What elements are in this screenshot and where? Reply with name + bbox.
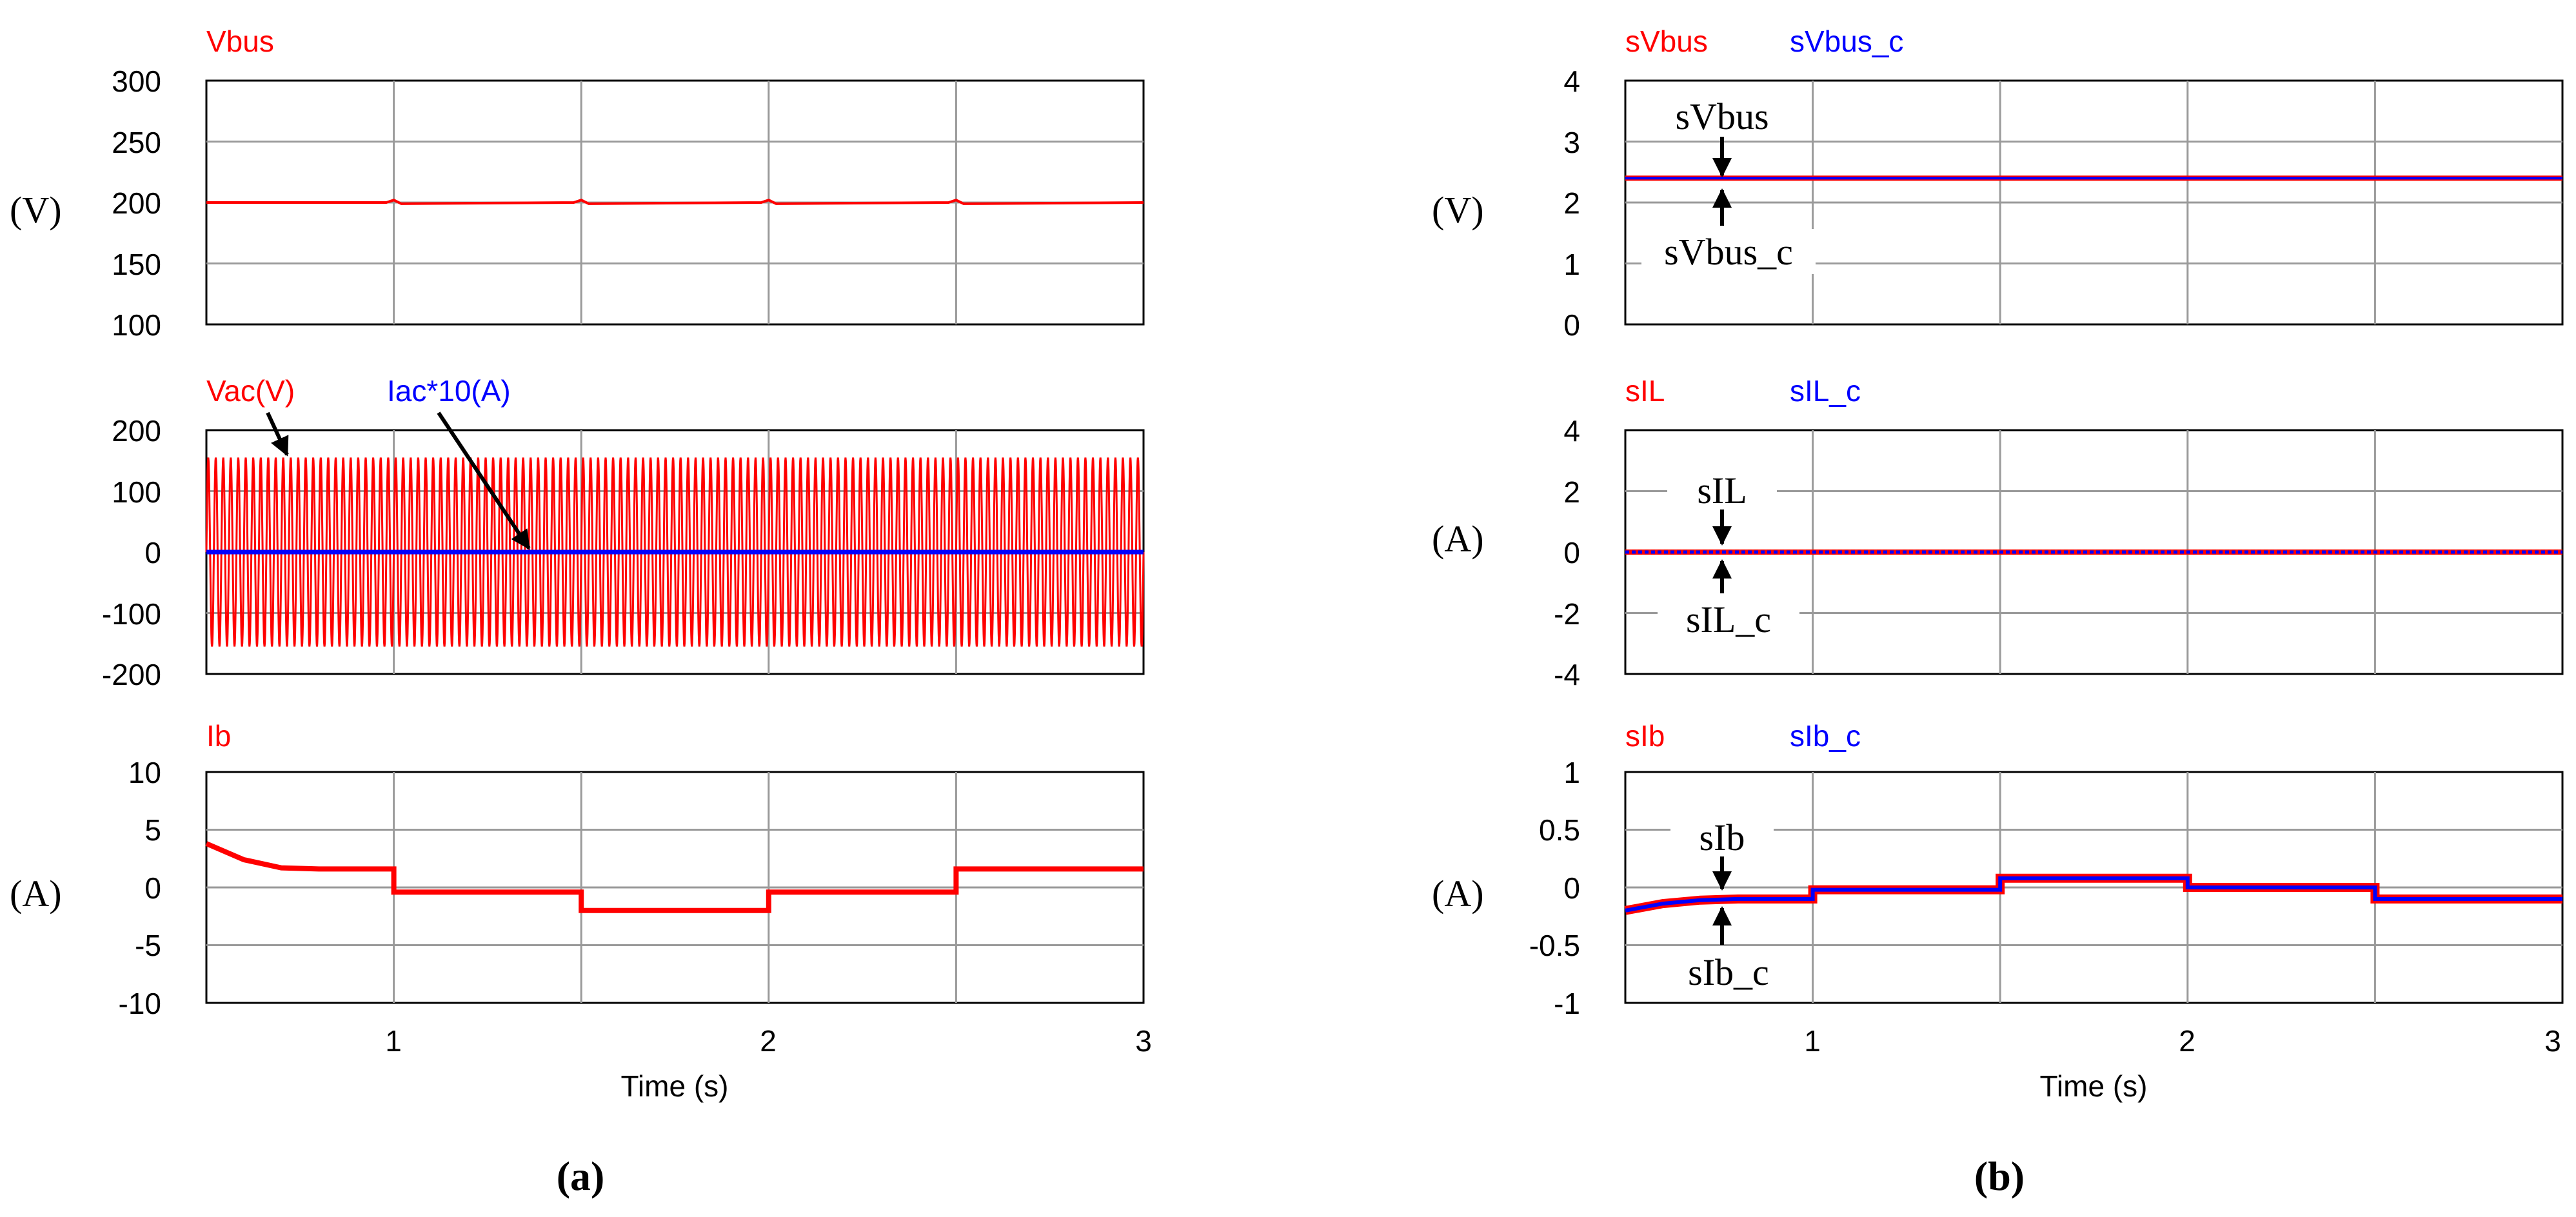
y-tick-label: 0.5	[1539, 813, 1580, 847]
y-axis-label: (V)	[1432, 189, 1484, 231]
y-tick-label: -200	[102, 658, 161, 691]
y-tick-label: 250	[112, 126, 161, 159]
y-tick-label: 0	[1563, 308, 1580, 342]
y-tick-label: 0	[1563, 536, 1580, 569]
annotation-label-sib-c: sIb_c	[1688, 951, 1769, 993]
y-tick-label: 5	[144, 813, 161, 847]
y-tick-label: 3	[1563, 126, 1580, 159]
annotation-arrow-vac	[266, 411, 289, 457]
annotation-label-svbus: sVbus	[1675, 95, 1769, 137]
x-tick-label: 3	[2544, 1024, 2561, 1058]
legend-label-vbus: Vbus	[206, 25, 274, 58]
annotation-label-sil: sIL	[1697, 470, 1747, 511]
y-axis-label: (A)	[1432, 873, 1484, 915]
grid	[206, 772, 1144, 1003]
chart-b-3: sIb sIb_c (A) 1 0.5 0 -0.5 -1 1 2 3 Time…	[1432, 719, 2564, 1103]
y-tick-label: 2	[1563, 186, 1580, 220]
y-tick-label: -0.5	[1529, 929, 1580, 962]
annotation-label-bg	[1648, 90, 1796, 135]
annotation-label-bg	[1658, 597, 1799, 642]
chart-a-1: Vbus (V) 300 250 200 150 100	[10, 25, 1145, 342]
y-tick-label: 300	[112, 64, 161, 98]
chart-b-2: sIL sIL_c (A) 4 2 0 -2 -4 sIL sIL_c	[1432, 374, 2564, 691]
x-axis-label: Time (s)	[621, 1069, 729, 1103]
annotation-label-bg	[1670, 811, 1774, 856]
y-axis-label: (V)	[10, 189, 62, 231]
annotation-label-svbus-c: sVbus_c	[1664, 231, 1793, 273]
annotation-label-sil-c: sIL_c	[1686, 599, 1771, 640]
annotation-label-bg	[1641, 229, 1816, 274]
annotation-arrow-iac	[437, 411, 531, 550]
y-tick-label: 100	[112, 475, 161, 509]
legend-label-svbus-c: sVbus_c	[1790, 25, 1903, 58]
y-tick-label: -1	[1554, 987, 1580, 1020]
annotation-label-sib: sIb	[1699, 816, 1745, 858]
annotation-label-bg	[1667, 464, 1777, 510]
y-tick-label: -4	[1554, 658, 1580, 691]
legend-label-sil-c: sIL_c	[1790, 374, 1861, 408]
y-tick-label: 2	[1563, 475, 1580, 509]
series-ib-line	[205, 841, 1144, 913]
y-tick-label: 100	[112, 308, 161, 342]
subfigure-label-a: (a)	[557, 1153, 605, 1199]
x-tick-label: 1	[1804, 1024, 1821, 1058]
y-tick-label: 1	[1563, 248, 1580, 281]
series-sib-line	[1624, 873, 2562, 915]
y-tick-label: 4	[1563, 64, 1580, 98]
legend-label-iac: Iac*10(A)	[387, 374, 511, 408]
y-tick-label: 200	[112, 186, 161, 220]
y-tick-label: -100	[102, 597, 161, 631]
y-tick-label: 1	[1563, 756, 1580, 789]
chart-a-3: Ib (A) 10 5 0 -5 -10 1 2 3 Time (s)	[10, 719, 1152, 1103]
x-tick-label: 2	[2179, 1024, 2195, 1058]
y-tick-label: 10	[128, 756, 161, 789]
annotation-label-bg	[1661, 948, 1796, 993]
y-axis-label: (A)	[10, 873, 62, 915]
y-tick-label: -5	[135, 929, 161, 962]
y-tick-label: 4	[1563, 414, 1580, 448]
legend-label-ib: Ib	[206, 719, 231, 753]
chart-b-1: sVbus sVbus_c (V) 4 3 2 1 0 sVbus sVbus_…	[1432, 25, 2564, 342]
chart-a-2: Vac(V) Iac*10(A) 200 100 0 -100 -200	[102, 374, 1145, 691]
legend-label-sil: sIL	[1625, 374, 1665, 408]
y-tick-label: -10	[119, 987, 161, 1020]
legend-label-sib-c: sIb_c	[1790, 719, 1861, 753]
y-tick-label: 200	[112, 414, 161, 448]
legend-label-sib: sIb	[1625, 719, 1665, 753]
legend-label-svbus: sVbus	[1625, 25, 1708, 58]
y-axis-label: (A)	[1432, 518, 1484, 560]
legend-label-vac: Vac(V)	[206, 374, 295, 408]
x-axis-label: Time (s)	[2040, 1069, 2148, 1103]
y-tick-label: 0	[144, 536, 161, 569]
y-tick-label: 0	[1563, 871, 1580, 905]
y-tick-label: 150	[112, 248, 161, 281]
x-tick-label: 1	[385, 1024, 402, 1058]
y-tick-label: -2	[1554, 597, 1580, 631]
x-tick-label: 2	[760, 1024, 777, 1058]
x-tick-label: 3	[1135, 1024, 1152, 1058]
series-vbus-line	[206, 199, 1144, 205]
series-sib-c-line	[1625, 876, 2562, 913]
subfigure-label-b: (b)	[1974, 1153, 2025, 1199]
y-tick-label: 0	[144, 871, 161, 905]
